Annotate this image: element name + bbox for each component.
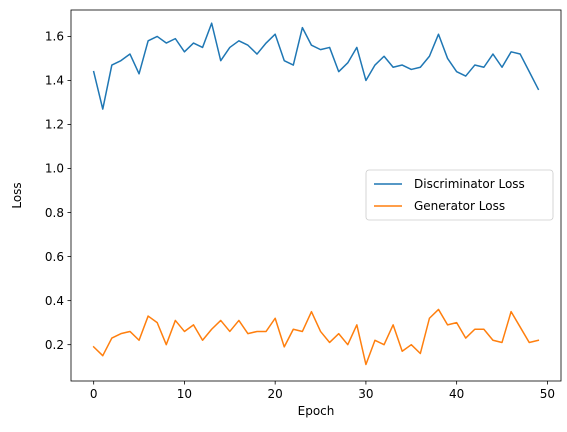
x-axis-title: Epoch xyxy=(298,404,335,418)
series-line-generator-loss xyxy=(92,308,540,366)
y-axis-title: Loss xyxy=(10,182,24,208)
y-tick-label: 0.2 xyxy=(45,338,64,352)
legend-label: Generator Loss xyxy=(414,199,505,213)
x-tick-label: 30 xyxy=(358,387,373,401)
x-tick-label: 20 xyxy=(268,387,283,401)
x-tick-label: 10 xyxy=(177,387,192,401)
y-tick-label: 0.4 xyxy=(45,294,64,308)
series-line-discriminator-loss xyxy=(92,22,540,110)
x-tick-label: 50 xyxy=(540,387,555,401)
x-tick-label: 0 xyxy=(90,387,98,401)
legend-box xyxy=(365,169,554,221)
x-axis: 0 10 20 30 40 50 xyxy=(90,381,555,401)
y-tick-label: 1.2 xyxy=(45,118,64,132)
x-tick-label: 40 xyxy=(449,387,464,401)
y-axis: 0.2 0.4 0.6 0.8 1.0 1.2 1.4 1.6 xyxy=(45,30,71,352)
legend: Discriminator Loss Generator Loss xyxy=(365,169,554,221)
y-tick-label: 1.6 xyxy=(45,30,64,44)
plot-area-frame xyxy=(70,9,562,382)
y-tick-label: 1.0 xyxy=(45,162,64,176)
series-layer xyxy=(92,22,540,366)
y-tick-label: 0.8 xyxy=(45,206,64,220)
legend-label: Discriminator Loss xyxy=(414,177,525,191)
y-tick-label: 0.6 xyxy=(45,250,64,264)
y-tick-label: 1.4 xyxy=(45,74,64,88)
